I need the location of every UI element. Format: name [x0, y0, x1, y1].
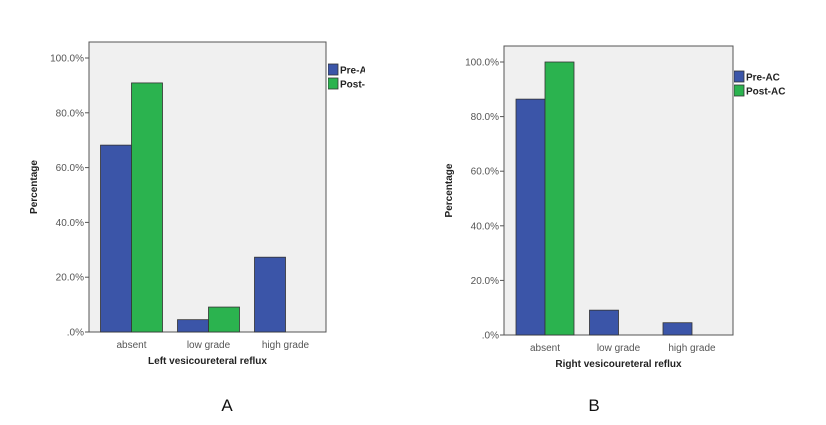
- y-tick-label: 60.0%: [471, 167, 499, 178]
- legend-label: Pre-AC: [746, 73, 780, 84]
- bar-high-grade-pre: [254, 256, 286, 333]
- x-tick-label: absent: [116, 340, 146, 351]
- x-tick-label: low grade: [187, 340, 231, 351]
- y-tick-label: 60.0%: [56, 163, 84, 174]
- y-tick-label: .0%: [482, 331, 499, 342]
- bar-absent-post: [544, 61, 575, 336]
- legend-label: Pre-A: [340, 66, 367, 77]
- bar-high-grade-pre: [662, 322, 693, 336]
- x-tick-label: low grade: [597, 343, 641, 354]
- x-axis-label: Right vesicoureteral reflux: [555, 359, 682, 370]
- y-tick-label: 80.0%: [471, 112, 499, 123]
- y-tick-label: 20.0%: [471, 276, 499, 287]
- legend: Pre-A Post-: [328, 63, 367, 91]
- bar-absent-post: [131, 82, 163, 333]
- y-tick-label: 100.0%: [465, 58, 499, 69]
- panel-label: A: [221, 396, 233, 415]
- legend-label: Post-AC: [746, 87, 785, 98]
- legend-swatch: [328, 77, 339, 90]
- y-tick-label: 80.0%: [56, 108, 84, 119]
- bar-low-grade-post: [208, 306, 240, 333]
- legend-swatch: [734, 84, 745, 97]
- chart-panel-B: .0% 20.0% 40.0% 60.0% 80.0% 100.0% absent low g…: [444, 45, 785, 415]
- legend-label: Post-: [340, 80, 365, 91]
- y-tick-label: 40.0%: [56, 218, 84, 229]
- panel-label: B: [588, 396, 599, 415]
- x-axis-label: Left vesicoureteral reflux: [148, 356, 267, 367]
- legend-swatch: [328, 63, 339, 76]
- bar-absent-pre: [100, 144, 132, 333]
- y-axis-label: Percentage: [29, 160, 40, 214]
- bar-low-grade-pre: [177, 319, 209, 333]
- chart-panel-A: .0% 20.0% 40.0% 60.0% 80.0% 100.0% absent low g…: [29, 41, 367, 415]
- y-axis-label: Percentage: [444, 163, 455, 217]
- y-tick-label: 20.0%: [56, 273, 84, 284]
- legend: Pre-AC Post-AC: [734, 70, 785, 98]
- y-tick-label: 100.0%: [50, 54, 84, 65]
- x-tick-label: absent: [530, 343, 560, 354]
- bar-low-grade-pre: [589, 309, 619, 336]
- legend-swatch: [734, 70, 745, 83]
- x-tick-label: high grade: [262, 340, 310, 351]
- y-tick-label: 40.0%: [471, 221, 499, 232]
- y-tick-label: .0%: [67, 328, 84, 339]
- x-tick-label: high grade: [668, 343, 716, 354]
- bar-absent-pre: [515, 98, 546, 336]
